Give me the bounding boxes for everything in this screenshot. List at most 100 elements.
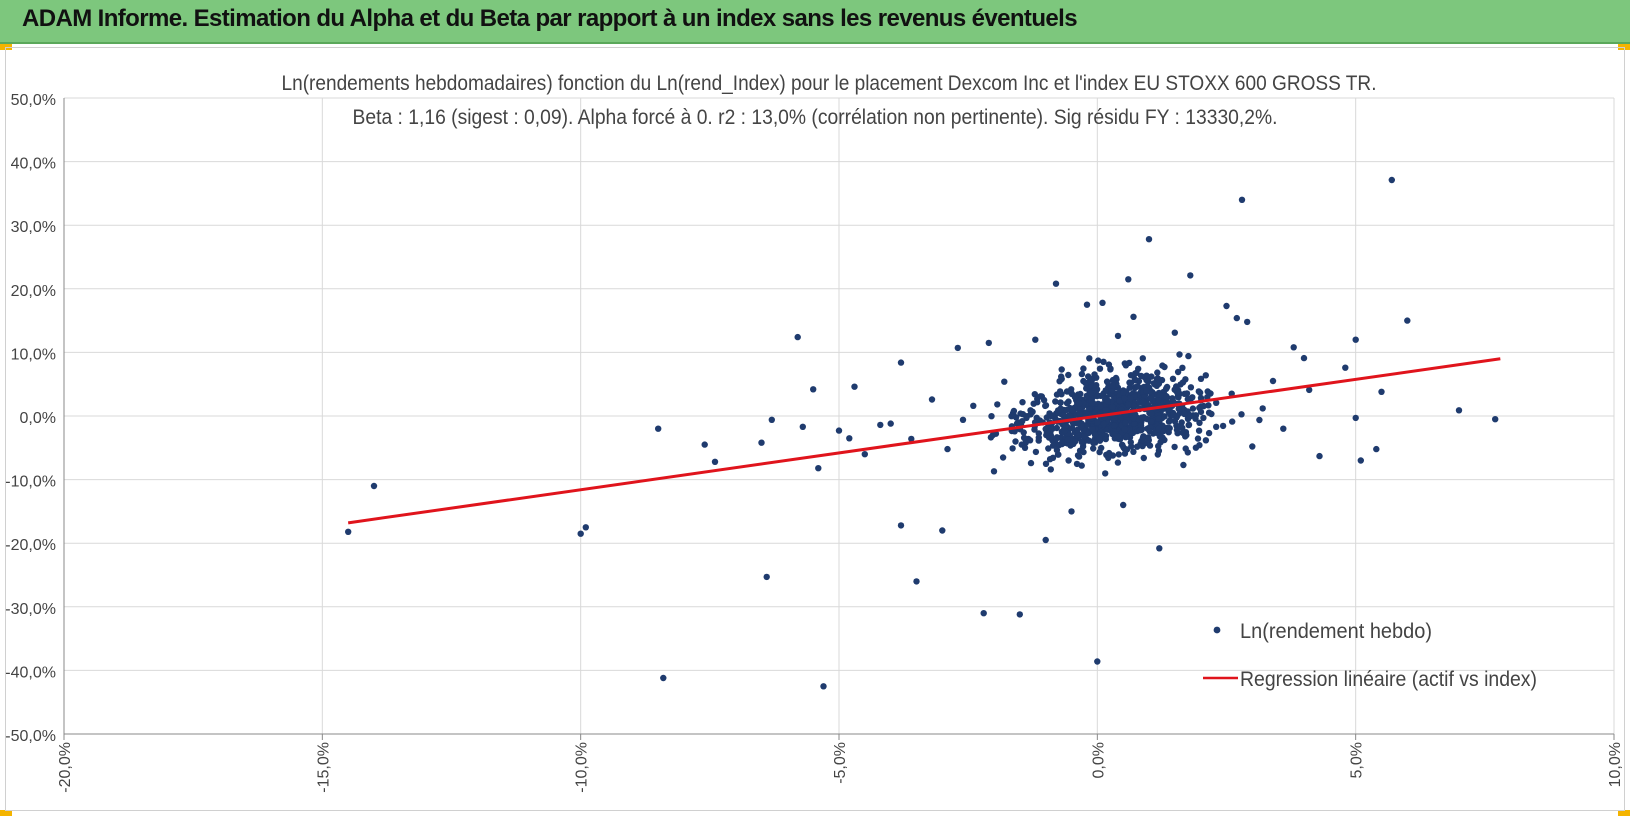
scatter-series [345, 176, 1499, 690]
scatter-point [1042, 460, 1050, 467]
scatter-point [1047, 466, 1055, 473]
scatter-point [1087, 389, 1094, 397]
scatter-point [1074, 420, 1081, 427]
scatter-point [1130, 414, 1138, 422]
scatter-point [345, 528, 352, 535]
scatter-point [1127, 379, 1135, 387]
chart-subtitle: Beta : 1,16 (sigest : 0,09). Alpha forcé… [353, 106, 1278, 129]
scatter-point [1057, 399, 1064, 406]
scatter-point [1096, 448, 1103, 456]
scatter-point [1116, 397, 1123, 404]
scatter-point [994, 401, 1001, 408]
scatter-point [1027, 411, 1034, 418]
scatter-point [877, 421, 884, 429]
scatter-point [1156, 392, 1163, 399]
y-tick-label: 0,0% [20, 410, 56, 427]
scatter-point [1342, 364, 1349, 371]
scatter-point [1139, 398, 1147, 406]
scatter-point [1136, 427, 1143, 434]
y-tick-label: -20,0% [5, 537, 56, 554]
scatter-point [1163, 384, 1170, 391]
scatter-point [1102, 387, 1109, 394]
scatter-point [1019, 418, 1026, 425]
scatter-point [1078, 370, 1086, 378]
scatter-point [1154, 375, 1162, 382]
y-tick-label: -40,0% [5, 664, 56, 681]
scatter-point [1012, 438, 1019, 445]
scatter-point [1196, 442, 1203, 449]
scatter-point [1073, 460, 1081, 468]
scatter-point [1021, 444, 1029, 451]
scatter-point [1020, 434, 1028, 441]
scatter-point [1010, 407, 1018, 415]
scatter-point [1182, 445, 1189, 452]
scatter-point [1105, 454, 1112, 462]
scatter-point [1130, 313, 1137, 320]
scatter-point [944, 445, 951, 453]
regression-series [347, 357, 1501, 525]
scatter-point [1181, 390, 1188, 397]
scatter-point [1114, 433, 1121, 440]
title-background [258, 66, 1366, 96]
scatter-point [1060, 412, 1067, 419]
scatter-point [1165, 429, 1172, 436]
scatter-point [1074, 426, 1081, 434]
scatter-point [1126, 359, 1133, 367]
scatter-point [1219, 422, 1227, 430]
scatter-point [1139, 355, 1147, 362]
scatter-point [1058, 366, 1065, 373]
scatter-point [1090, 445, 1097, 452]
scatter-point [1184, 395, 1192, 403]
scatter-point [1072, 438, 1079, 445]
scatter-point [1017, 410, 1024, 417]
scatter-point [810, 386, 817, 393]
scatter-point [1197, 408, 1205, 416]
scatter-point [1091, 431, 1099, 438]
scatter-point [1115, 451, 1123, 458]
scatter-point [1127, 395, 1134, 402]
scatter-point [1139, 434, 1147, 442]
scatter-point [1123, 446, 1131, 453]
scatter-point [1088, 376, 1095, 383]
scatter-point [577, 530, 584, 537]
scatter-point [1290, 344, 1297, 351]
scatter-point [1256, 416, 1263, 424]
scatter-point [1185, 421, 1193, 428]
scatter-point [999, 454, 1007, 461]
scatter-point [1388, 176, 1396, 184]
scatter-point [1244, 318, 1251, 326]
scatter-point [1076, 410, 1083, 418]
scatter-point [1455, 407, 1463, 414]
scatter-point [1179, 364, 1186, 371]
scatter-point [1205, 429, 1213, 437]
scatter-point [655, 425, 662, 432]
scatter-point [887, 420, 894, 427]
scatter-point [1306, 386, 1313, 394]
scatter-point [1030, 400, 1037, 407]
scatter-point [1135, 365, 1142, 372]
scatter-point [1121, 426, 1129, 433]
scatter-point [1080, 433, 1088, 440]
chart-frame [5, 47, 1625, 811]
scatter-point [1094, 658, 1101, 665]
x-tick-label: -20,0% [57, 742, 74, 793]
scatter-point [1111, 422, 1118, 429]
scatter-point [1249, 443, 1256, 450]
scatter-point [1134, 383, 1142, 390]
scatter-point [1169, 395, 1176, 402]
scatter-point [1042, 536, 1049, 544]
scatter-point [1208, 410, 1215, 418]
scatter-point [1130, 448, 1137, 455]
scatter-point [1156, 545, 1163, 552]
scatter-point [1145, 434, 1152, 441]
scatter-point [988, 413, 995, 420]
scatter-point [1011, 428, 1018, 435]
scatter-point [1180, 461, 1187, 469]
scatter-point [1032, 448, 1040, 456]
scatter-point [1174, 368, 1182, 376]
y-tick-label: 30,0% [11, 219, 56, 236]
scatter-point [1109, 387, 1116, 394]
scatter-point [1066, 412, 1073, 419]
scatter-point [1107, 365, 1114, 372]
scatter-point [835, 427, 843, 434]
